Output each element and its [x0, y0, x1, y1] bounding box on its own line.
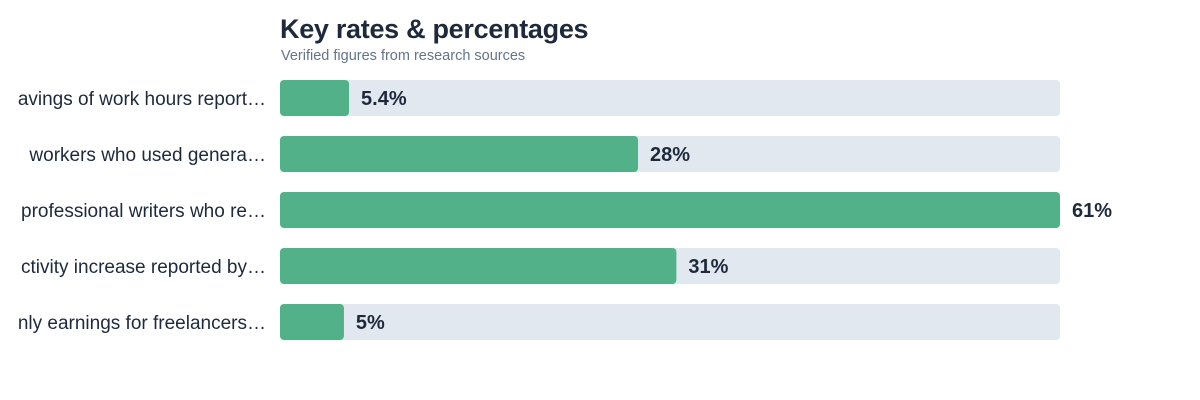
bar-row: workers who used genera… 28%: [28, 136, 1060, 172]
bar-track: [280, 80, 1060, 116]
bar-row: ctivity increase reported by… 31%: [21, 248, 1060, 284]
value-label: 61%: [1072, 200, 1112, 222]
bar: [280, 248, 677, 284]
category-label: professional writers who re…: [21, 201, 266, 222]
bar-row: nly earnings for freelancers… 5%: [18, 304, 1060, 340]
bar-row: avings of work hours report… 5.4%: [18, 80, 1060, 116]
bar: [280, 80, 350, 116]
category-label: avings of work hours report…: [18, 89, 266, 110]
value-label: 28%: [650, 144, 690, 166]
category-label: nly earnings for freelancers…: [18, 313, 266, 334]
bar-track: [280, 304, 1060, 340]
chart-subtitle: Verified figures from research sources: [281, 48, 526, 64]
bar-row: professional writers who re… 61%: [21, 192, 1112, 228]
bar: [280, 304, 344, 340]
category-label: workers who used genera…: [28, 145, 266, 166]
value-label: 5%: [356, 312, 385, 334]
value-label: 31%: [688, 256, 728, 278]
category-label: ctivity increase reported by…: [21, 257, 266, 278]
value-label: 5.4%: [361, 88, 407, 110]
bar: [280, 136, 639, 172]
bar: [280, 192, 1060, 228]
chart-title: Key rates & percentages: [280, 14, 589, 44]
